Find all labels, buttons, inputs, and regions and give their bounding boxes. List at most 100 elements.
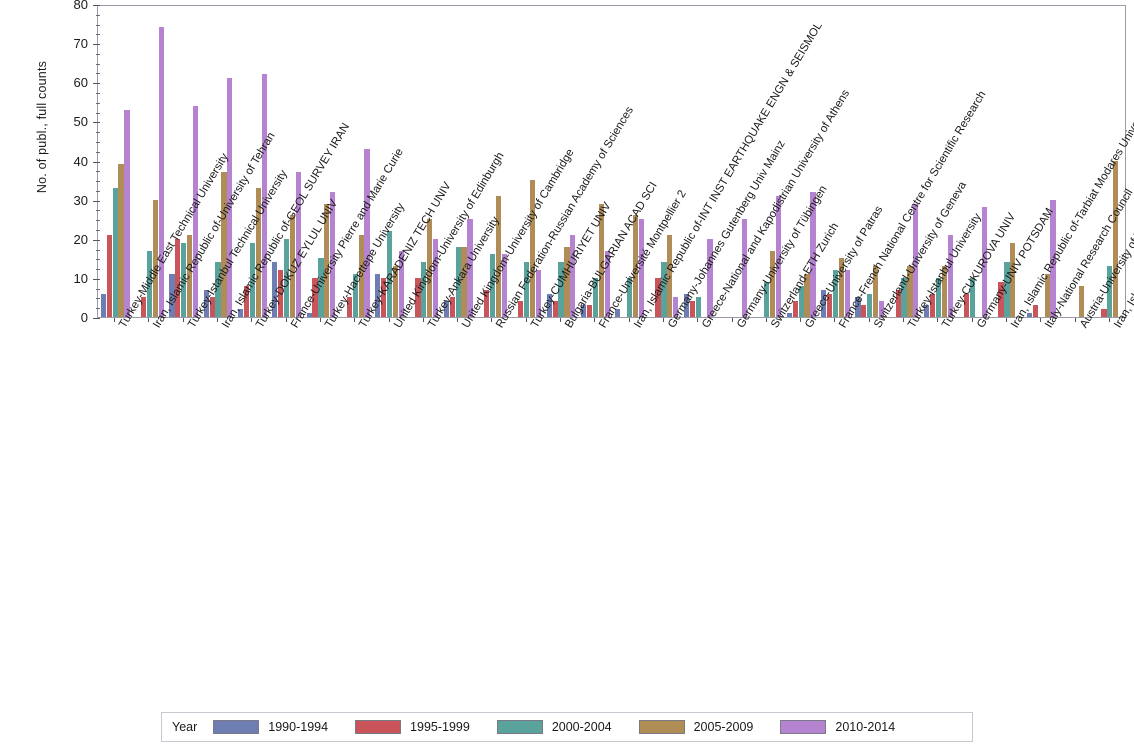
bar — [1107, 266, 1113, 317]
x-tick-mark — [662, 318, 664, 322]
y-tick-mark — [93, 161, 100, 163]
bar — [489, 254, 496, 317]
bar — [209, 297, 215, 317]
bar — [483, 289, 490, 317]
legend-color-swatch — [496, 720, 543, 734]
y-minor-tick-mark — [96, 73, 100, 75]
legend-entry[interactable]: 1990-1994 — [213, 720, 328, 734]
y-minor-tick-mark — [96, 269, 100, 271]
y-tick-label: 0 — [80, 310, 88, 325]
bar — [386, 230, 393, 317]
bar — [106, 234, 112, 317]
bar — [1101, 309, 1107, 317]
y-minor-tick-mark — [96, 141, 100, 143]
legend-title: Year — [172, 720, 198, 734]
legend-entry[interactable]: 1995-1999 — [355, 720, 470, 734]
bar — [923, 305, 930, 317]
bar — [227, 78, 233, 317]
y-tick-mark — [93, 200, 100, 202]
bar — [1004, 262, 1010, 317]
bar — [661, 262, 667, 317]
legend-entry[interactable]: 2005-2009 — [638, 720, 753, 734]
bar — [592, 277, 598, 317]
x-tick-mark — [834, 318, 836, 322]
bar — [764, 281, 770, 317]
bar — [689, 301, 695, 317]
bar — [776, 195, 782, 317]
bar — [1026, 313, 1033, 317]
legend-label: 1995-1999 — [410, 720, 470, 734]
x-tick-mark — [868, 318, 870, 322]
bar — [215, 262, 221, 317]
bar — [318, 258, 324, 317]
bar — [289, 215, 296, 317]
bar — [461, 246, 467, 317]
bar — [810, 191, 816, 317]
x-tick-mark — [1074, 318, 1076, 322]
bar — [427, 219, 433, 317]
bar — [100, 293, 106, 317]
bar — [324, 203, 330, 317]
x-tick-mark — [251, 318, 253, 322]
bar — [707, 238, 713, 317]
bar — [895, 289, 901, 317]
bar — [501, 254, 507, 317]
bar — [495, 195, 501, 317]
bar — [970, 277, 976, 317]
y-minor-tick-mark — [96, 288, 100, 290]
bar — [187, 234, 193, 317]
bar — [558, 262, 564, 317]
y-tick-label: 40 — [73, 153, 88, 169]
bar — [564, 246, 570, 317]
bar — [295, 172, 302, 317]
bar — [570, 234, 576, 317]
y-tick-mark — [93, 83, 100, 85]
bar — [421, 262, 427, 317]
bar — [381, 277, 387, 317]
bar — [415, 277, 421, 317]
bar — [140, 297, 147, 317]
bar — [530, 180, 536, 317]
bar — [433, 238, 439, 317]
x-tick-mark — [217, 318, 219, 322]
bar — [792, 301, 798, 317]
bar — [832, 270, 839, 317]
bar — [118, 164, 124, 317]
chart-legend: Year 1990-1994 1995-1999 2000-2004 2005-200… — [161, 712, 973, 742]
bar — [467, 219, 473, 317]
bar — [632, 215, 639, 317]
x-tick-mark — [937, 318, 939, 322]
x-tick-mark — [114, 318, 116, 322]
legend-entry[interactable]: 2010-2014 — [780, 720, 895, 734]
bar — [604, 250, 610, 317]
bar — [667, 234, 673, 317]
y-minor-tick-mark — [96, 259, 100, 261]
y-tick-mark — [93, 44, 100, 46]
y-tick-mark — [93, 278, 100, 280]
bar — [352, 273, 358, 317]
y-tick-mark — [93, 239, 100, 241]
bar — [901, 277, 907, 317]
bar — [907, 266, 913, 317]
x-tick-mark — [560, 318, 562, 322]
x-tick-mark — [285, 318, 287, 322]
bar — [221, 172, 227, 317]
bar — [278, 270, 284, 317]
x-tick-mark — [182, 318, 184, 322]
bar — [330, 191, 336, 317]
legend-entry[interactable]: 2000-2004 — [496, 720, 612, 734]
y-axis-title: No. of publ., full counts — [35, 60, 49, 194]
bar — [312, 277, 318, 317]
bar — [838, 258, 844, 317]
bar — [598, 203, 604, 317]
bar — [152, 199, 158, 317]
bar — [673, 297, 679, 317]
bar — [683, 293, 690, 317]
y-tick-label: 50 — [73, 114, 88, 130]
bar — [786, 313, 792, 317]
bar — [615, 309, 621, 317]
legend-label: 1990-1994 — [268, 720, 329, 734]
y-minor-tick-mark — [96, 308, 100, 310]
bar — [124, 109, 130, 317]
plot-area — [97, 5, 1126, 318]
